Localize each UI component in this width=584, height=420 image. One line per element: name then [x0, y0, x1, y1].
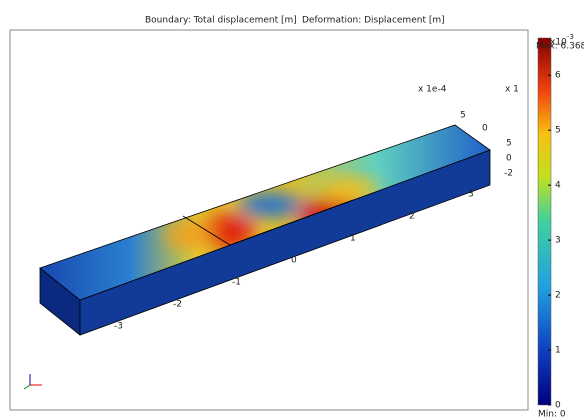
- colorbar-tick-label: 4: [555, 181, 561, 191]
- x-tick-label: 2: [409, 212, 415, 222]
- colorbar-gradient: [537, 37, 552, 406]
- max-label: Max: 6.368: [536, 42, 584, 52]
- scale-label: x 1e-4: [418, 85, 447, 95]
- x-tick-label: 3: [468, 190, 474, 200]
- x-tick-label: 1: [350, 234, 356, 244]
- colorbar-tick-label: 2: [555, 291, 561, 301]
- colorbar: [537, 37, 552, 406]
- colorbar-tick-label: 3: [555, 236, 561, 246]
- y-tick-label: 0: [482, 124, 488, 134]
- y-tick-label: 5: [460, 111, 466, 121]
- z-tick-label: -2: [504, 169, 513, 179]
- slab: [39, 124, 491, 336]
- x-tick-label: 0: [291, 256, 297, 266]
- z-tick-label: 0: [506, 154, 512, 164]
- colorbar-tick-label: 0: [555, 401, 561, 411]
- x-tick-label: -3: [114, 322, 123, 332]
- z-tick-label: 5: [506, 139, 512, 149]
- exponent-power: -3: [567, 33, 574, 41]
- colorbar-tick-label: 1: [555, 346, 561, 356]
- colorbar-tick-label: 6: [555, 71, 561, 81]
- axis-triad: [23, 374, 42, 390]
- min-label: Min: 0: [538, 410, 566, 420]
- exponent-base: x10: [550, 38, 567, 48]
- scale-label: x 1: [505, 85, 519, 95]
- boundary-title: Boundary: Total displacement [m]: [145, 16, 297, 26]
- x-tick-label: -1: [232, 278, 241, 288]
- colorbar-tick-label: 5: [555, 126, 561, 136]
- x-tick-label: -2: [173, 300, 182, 310]
- deformation-title: Deformation: Displacement [m]: [302, 16, 445, 26]
